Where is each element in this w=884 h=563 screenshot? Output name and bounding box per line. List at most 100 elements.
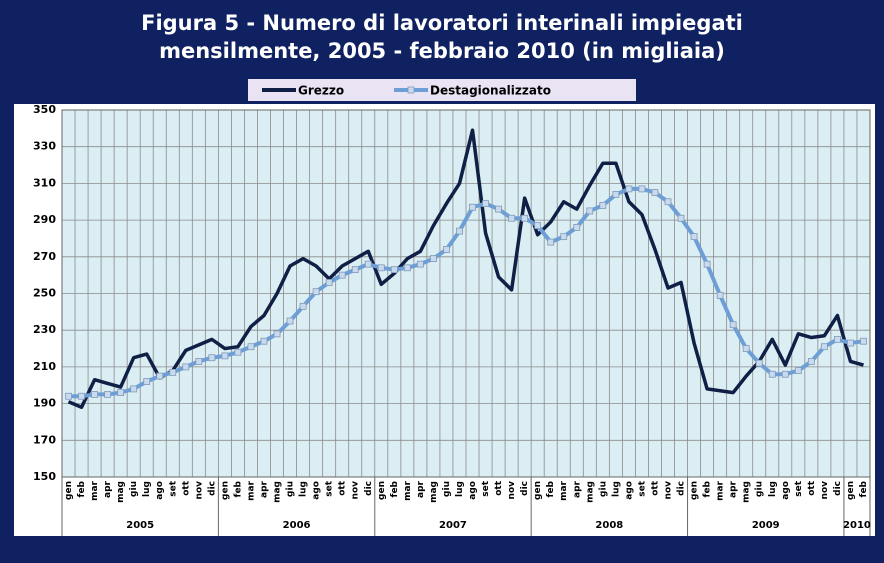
line [67,128,864,410]
marker [143,378,151,385]
marker [351,266,359,274]
x-group-label: 2008 [595,520,623,531]
marker [820,343,828,351]
marker [547,238,555,246]
y-tick-label: 350 [33,103,56,116]
x-tick-label: feb [233,480,243,497]
x-tick-label: ago [781,481,791,500]
x-tick-label: mag [585,481,595,503]
marker [677,214,685,222]
marker [612,191,620,198]
y-tick-label: 250 [33,287,56,300]
x-tick-label: mar [559,480,569,500]
marker [482,200,489,207]
x-tick-label: lug [455,481,465,497]
x-tick-label: set [325,480,335,496]
y-tick-label: 310 [33,176,56,189]
legend-label: Grezzo [298,84,344,98]
marker [130,385,138,393]
marker [521,214,529,222]
marker [599,202,607,209]
x-tick-label: apr [572,480,582,498]
x-tick-label: dic [364,481,374,496]
marker [703,260,711,268]
x-tick-label: feb [390,480,400,497]
marker [638,185,646,193]
marker [156,372,164,380]
x-tick-label: lug [142,481,152,497]
x-tick-label: gen [690,481,700,500]
marker [469,203,476,211]
x-tick-label: gen [377,481,387,500]
marker [273,330,281,338]
y-tick-label: 150 [33,470,56,483]
marker [247,343,255,351]
x-tick-label: giu [442,481,452,497]
x-tick-label: ott [494,480,504,495]
marker [625,185,633,193]
x-group-label: 2005 [126,520,154,531]
marker [377,264,385,272]
y-tick-label: 290 [33,213,56,226]
marker [755,359,763,367]
marker [534,222,542,230]
y-tick-label: 230 [33,323,56,336]
marker [768,370,776,378]
x-tick-label: nov [507,481,517,500]
marker [729,321,737,329]
marker [716,291,724,299]
y-tick-label: 170 [33,433,56,446]
marker [495,205,502,213]
x-tick-label: ago [468,481,478,500]
x-tick-label: gen [220,481,230,500]
marker [456,227,463,235]
x-tick-label: dic [677,481,687,496]
marker [299,302,307,310]
marker [260,337,268,345]
x-tick-label: ott [181,480,191,495]
x-tick-label: giu [755,481,765,497]
x-tick-label: feb [546,480,556,497]
x-tick-label: ago [155,481,165,500]
marker [65,392,72,400]
x-tick-label: gen [64,481,74,500]
legend-box [248,79,636,101]
marker [325,279,333,286]
marker [195,357,203,365]
x-tick-label: set [637,480,647,496]
x-group-label: 2007 [439,520,467,531]
x-tick-label: ott [650,480,660,495]
marker [807,357,815,365]
x-group-label: 2006 [283,520,311,531]
x-tick-label: ago [312,481,322,500]
marker [860,337,867,345]
x-tick-label: mar [90,480,100,500]
marker [104,391,112,398]
marker [403,264,411,272]
y-tick-label: 190 [33,397,56,410]
marker [508,214,516,222]
marker [781,370,789,378]
x-tick-label: dic [520,481,530,496]
marker [834,335,841,343]
x-tick-label: apr [260,480,270,498]
x-tick-label: gen [846,481,856,500]
x-group-label: 2010 [843,520,871,531]
marker [234,348,242,356]
x-tick-label: lug [299,481,309,497]
x-tick-label: mar [716,480,726,500]
x-group-label: 2009 [752,520,780,531]
marker [664,198,672,206]
x-tick-label: giu [598,481,608,497]
plot-border [61,109,871,478]
marker [586,207,594,215]
marker [690,233,698,241]
x-tick-label: mar [246,480,256,500]
x-tick-label: lug [768,481,778,497]
x-tick-label: ott [807,480,817,495]
x-tick-label: apr [103,480,113,498]
legend-marker [407,86,415,94]
x-tick-label: giu [286,481,296,497]
legend-label: Destagionalizzato [430,84,551,98]
